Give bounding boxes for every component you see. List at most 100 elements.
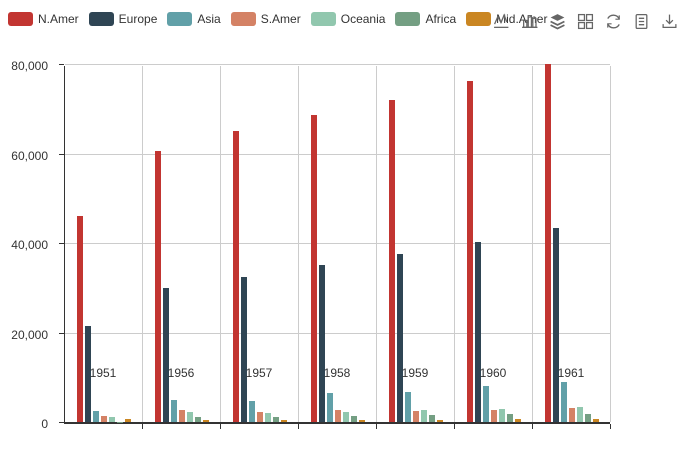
legend-item-oceania[interactable]: Oceania	[310, 12, 386, 26]
y-axis-labels: 0 20,000 40,000 60,000 80,000	[0, 59, 56, 431]
y-tick-label: 60,000	[11, 148, 48, 163]
legend-label: S.Amer	[260, 12, 301, 26]
bar-midamer-1951	[125, 419, 131, 422]
bar-asia-1960	[483, 386, 489, 422]
v-gridline	[142, 66, 143, 422]
bar-africa-1957	[273, 416, 279, 422]
bar-group-1957	[221, 66, 299, 422]
bar-oceania-1960	[499, 409, 505, 422]
x-axis-tick	[610, 424, 611, 429]
bar-oceania-1958	[343, 411, 349, 422]
legend-item-africa[interactable]: Africa	[395, 12, 456, 26]
x-axis-tick	[298, 424, 299, 429]
x-tick-label: 1957	[245, 366, 273, 380]
legend-marker	[310, 12, 336, 26]
y-tick-label: 80,000	[11, 59, 48, 73]
bar-namer-1956	[155, 151, 161, 422]
legend-marker	[88, 12, 114, 26]
h-gridline	[65, 64, 610, 65]
legend-label: Africa	[425, 12, 457, 26]
bar-oceania-1951	[109, 416, 115, 422]
tiled-icon[interactable]	[577, 13, 594, 30]
bar-group-1960	[455, 66, 533, 422]
x-axis-tick	[454, 424, 455, 429]
bar-europe-1951	[85, 326, 91, 422]
bar-europe-1957	[241, 277, 247, 422]
y-axis-tick	[59, 153, 64, 155]
legend-item-namer[interactable]: N.Amer	[8, 12, 79, 26]
bar-samer-1961	[569, 407, 575, 422]
bar-oceania-1957	[265, 412, 271, 422]
bar-europe-1960	[475, 241, 481, 422]
legend-marker	[167, 12, 193, 26]
y-axis-tick	[59, 243, 64, 244]
legend-item-midamer[interactable]: Mid.Amer	[466, 12, 547, 26]
bar-oceania-1959	[421, 409, 427, 422]
bar-midamer-1957	[281, 419, 287, 422]
x-tick-label: 1958	[323, 366, 351, 380]
plot-area	[59, 64, 611, 429]
bar-namer-1951	[77, 216, 83, 422]
legend-label: Mid.Amer	[496, 12, 548, 26]
legend-marker	[395, 12, 421, 26]
bar-group-1958	[299, 66, 377, 422]
h-gridline	[65, 332, 610, 334]
legend-label: Oceania	[340, 12, 386, 26]
bar-asia-1957	[249, 400, 255, 422]
data-view-icon[interactable]	[633, 13, 650, 30]
legend-item-samer[interactable]: S.Amer	[230, 12, 301, 26]
y-axis-tick	[59, 422, 64, 423]
x-axis-tick	[142, 424, 143, 429]
chart-area	[59, 64, 611, 429]
bar-namer-1961	[545, 64, 551, 422]
legend: N.Amer Europe Asia S.Amer Oceania Africa Mid.A…	[8, 12, 557, 26]
save-image-icon[interactable]	[661, 13, 678, 30]
bar-oceania-1956	[187, 411, 193, 422]
bar-asia-1959	[405, 392, 411, 422]
v-gridline	[298, 66, 299, 422]
bar-asia-1951	[93, 411, 99, 422]
h-gridline	[65, 153, 610, 155]
x-tick-label: 1959	[401, 366, 429, 380]
bar-asia-1958	[327, 392, 333, 422]
bar-samer-1960	[491, 409, 497, 422]
bar-africa-1960	[507, 413, 513, 422]
x-axis-tick	[220, 424, 221, 429]
legend-marker	[230, 12, 256, 26]
legend-item-asia[interactable]: Asia	[167, 12, 221, 26]
legend-label: N.Amer	[38, 12, 79, 26]
bar-samer-1958	[335, 410, 341, 422]
bar-asia-1956	[171, 400, 177, 422]
h-gridline	[65, 243, 610, 244]
x-tick-label: 1951	[89, 366, 117, 380]
bar-namer-1957	[233, 131, 239, 422]
v-gridline	[376, 66, 377, 422]
bar-group-1951	[65, 66, 143, 422]
bar-oceania-1961	[577, 407, 583, 422]
toolbox	[493, 13, 678, 30]
x-tick-label: 1956	[167, 366, 195, 380]
bar-chart-icon[interactable]	[521, 13, 538, 30]
bar-europe-1958	[319, 265, 325, 422]
v-gridline	[454, 66, 455, 422]
bar-samer-1956	[179, 410, 185, 422]
line-chart-icon[interactable]	[493, 13, 510, 30]
legend-item-europe[interactable]: Europe	[88, 12, 158, 26]
stack-icon[interactable]	[549, 13, 566, 30]
bar-midamer-1960	[515, 418, 521, 422]
v-gridline	[610, 66, 611, 422]
bar-namer-1958	[311, 114, 317, 422]
y-axis-tick	[59, 332, 64, 334]
bar-africa-1958	[351, 416, 357, 422]
bar-samer-1957	[257, 411, 263, 422]
x-tick-label: 1960	[479, 366, 507, 380]
bar-group-1959	[377, 66, 455, 422]
restore-icon[interactable]	[605, 13, 622, 30]
v-gridline	[220, 66, 221, 422]
bar-midamer-1956	[203, 420, 209, 422]
legend-label: Europe	[118, 12, 158, 26]
bar-africa-1961	[585, 414, 591, 422]
bar-asia-1961	[561, 381, 567, 422]
bar-namer-1959	[389, 99, 395, 422]
legend-marker	[8, 12, 33, 26]
